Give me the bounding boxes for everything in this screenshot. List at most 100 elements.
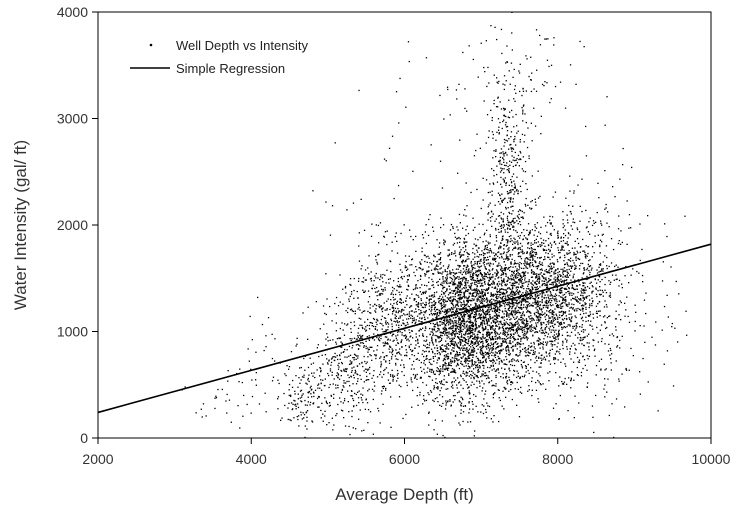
scatter-point (551, 325, 554, 327)
scatter-point (512, 266, 514, 268)
scatter-point (598, 271, 600, 273)
scatter-point (480, 353, 482, 355)
scatter-point (519, 209, 521, 211)
scatter-point (461, 339, 464, 341)
scatter-point (558, 306, 560, 309)
scatter-point (472, 247, 474, 250)
scatter-point (429, 214, 431, 216)
scatter-point (480, 260, 482, 262)
scatter-point (540, 272, 542, 274)
scatter-point (468, 393, 471, 395)
scatter-point (506, 313, 508, 316)
scatter-point (463, 237, 465, 240)
scatter-point (572, 277, 574, 279)
scatter-point (521, 367, 524, 369)
scatter-point (451, 361, 454, 363)
scatter-point (522, 120, 524, 122)
scatter-point (583, 288, 585, 290)
scatter-point (529, 263, 531, 265)
scatter-point (515, 310, 517, 313)
scatter-point (448, 331, 450, 333)
scatter-point (462, 372, 464, 374)
scatter-point (455, 327, 457, 330)
scatter-point (589, 274, 591, 276)
scatter-point (522, 336, 525, 338)
scatter-point (541, 314, 543, 316)
scatter-point (450, 333, 452, 335)
scatter-point (411, 258, 414, 260)
scatter-point (455, 324, 457, 327)
scatter-point (541, 359, 543, 361)
scatter-point (516, 332, 519, 334)
scatter-point (464, 405, 467, 407)
scatter-point (470, 316, 472, 318)
scatter-point (457, 237, 459, 239)
scatter-point (521, 329, 524, 332)
scatter-point (516, 132, 518, 134)
scatter-point (432, 356, 434, 358)
scatter-point (554, 337, 556, 339)
scatter-point (437, 336, 439, 338)
scatter-point (542, 332, 544, 334)
scatter-point (498, 361, 501, 363)
scatter-point (563, 287, 565, 290)
scatter-point (474, 261, 476, 263)
scatter-point (465, 272, 467, 274)
scatter-point (454, 345, 456, 347)
scatter-point (446, 329, 448, 331)
scatter-point (521, 365, 523, 367)
scatter-point (557, 275, 560, 278)
scatter-point (470, 304, 472, 306)
scatter-point (508, 303, 510, 305)
scatter-point (483, 383, 485, 385)
scatter-point (457, 359, 459, 362)
scatter-point (518, 252, 520, 254)
scatter-point (568, 290, 570, 293)
scatter-point (482, 412, 485, 415)
scatter-point (483, 249, 485, 251)
scatter-point (573, 288, 575, 291)
scatter-point (479, 362, 482, 364)
scatter-point (582, 297, 584, 299)
scatter-point (506, 311, 508, 314)
scatter-point (460, 308, 462, 310)
scatter-point (524, 331, 526, 333)
scatter-point (491, 298, 493, 300)
scatter-point (530, 349, 532, 351)
scatter-point (422, 403, 424, 405)
scatter-point (545, 344, 548, 346)
scatter-point (505, 254, 508, 256)
scatter-point (456, 238, 458, 240)
scatter-point (412, 239, 414, 241)
scatter-point (459, 290, 461, 292)
scatter-point (485, 259, 487, 261)
scatter-point (504, 283, 506, 285)
scatter-point (424, 306, 426, 308)
scatter-point (516, 282, 518, 284)
scatter-point (505, 257, 508, 259)
scatter-point (557, 268, 559, 270)
scatter-point (461, 320, 463, 322)
scatter-point (517, 276, 519, 279)
scatter-point (453, 312, 455, 314)
scatter-point (534, 260, 536, 262)
scatter-point (537, 245, 540, 248)
scatter-point (505, 350, 508, 352)
scatter-point (504, 323, 506, 326)
scatter-point (501, 257, 503, 259)
scatter-point (485, 354, 487, 356)
scatter-point (506, 217, 508, 219)
scatter-point (572, 275, 574, 277)
scatter-point (500, 152, 502, 154)
scatter-point (501, 350, 503, 352)
scatter-point (450, 362, 452, 364)
scatter-point (487, 206, 489, 208)
scatter-point (499, 309, 501, 311)
scatter-point (422, 306, 425, 309)
scatter-point (443, 239, 445, 241)
scatter-point (481, 380, 483, 382)
scatter-point (458, 265, 460, 267)
scatter-point (478, 365, 481, 367)
scatter-point (558, 271, 561, 273)
scatter-point (510, 328, 512, 330)
